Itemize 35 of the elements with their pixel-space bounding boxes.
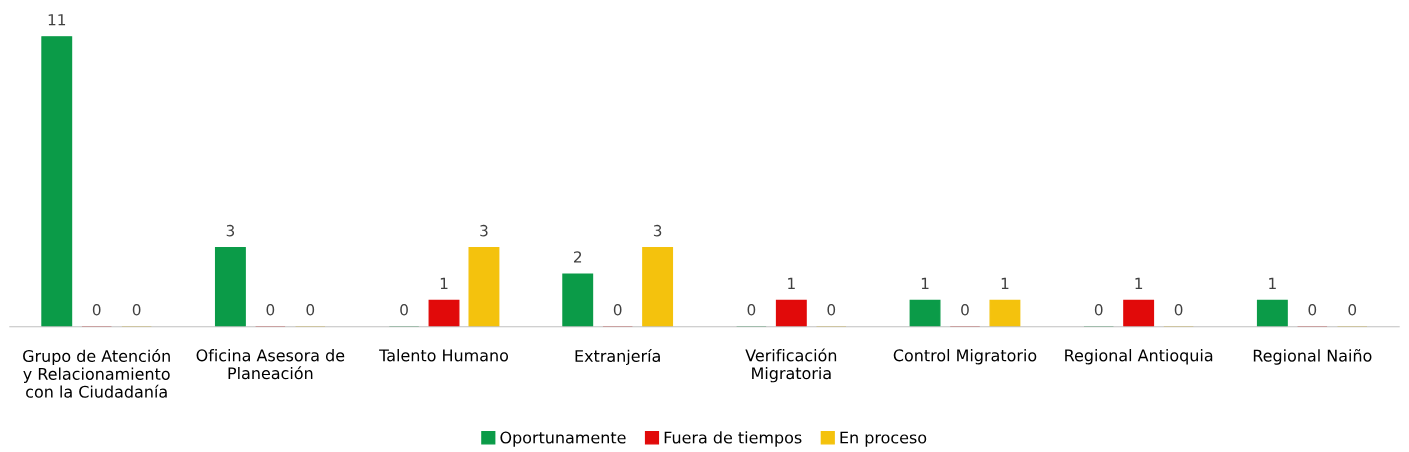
data-label: 3	[480, 224, 488, 237]
legend-label: Fuera de tiempos	[664, 431, 802, 447]
data-label: 0	[266, 303, 275, 316]
data-label: 1	[440, 277, 448, 289]
x-tick-label: Control Migratorio	[893, 349, 1037, 365]
data-label: 0	[827, 303, 836, 316]
x-tick-label: Regional Antioquia	[1065, 349, 1213, 365]
data-label: 11	[48, 14, 66, 26]
data-label: 1	[788, 277, 795, 289]
data-label: 3	[653, 224, 662, 237]
x-tick-label: Grupo de Atención y Relacionamiento con la Ciudadanía	[23, 349, 170, 398]
data-label: 0	[1094, 303, 1103, 316]
data-label: 1	[921, 277, 929, 289]
x-tick-label: Verificación Migratoria	[745, 348, 837, 383]
data-label: 0	[92, 303, 101, 316]
legend-label: Oportunamente	[500, 431, 626, 447]
data-label: 0	[306, 303, 315, 316]
data-label: 3	[226, 224, 235, 237]
data-label: 0	[613, 303, 622, 316]
data-label: 1	[1001, 277, 1009, 289]
data-label: 0	[132, 303, 141, 316]
x-tick-label: Talento Humano	[379, 349, 509, 362]
x-tick-label: Extranjería	[575, 349, 660, 366]
data-label: 2	[573, 251, 582, 263]
x-tick-label: Oficina Asesora de Planeación	[196, 349, 345, 380]
legend-label: En proceso	[840, 431, 927, 447]
data-label: 0	[1308, 303, 1317, 316]
data-label: 0	[1348, 303, 1357, 316]
data-label: 1	[1135, 277, 1143, 289]
data-label: 1	[1269, 277, 1276, 289]
data-label: 0	[747, 303, 756, 316]
data-label: 0	[961, 303, 969, 316]
data-label: 0	[1174, 303, 1183, 316]
x-tick-label: Regional Naiño	[1253, 349, 1372, 365]
data-label: 0	[400, 303, 408, 316]
